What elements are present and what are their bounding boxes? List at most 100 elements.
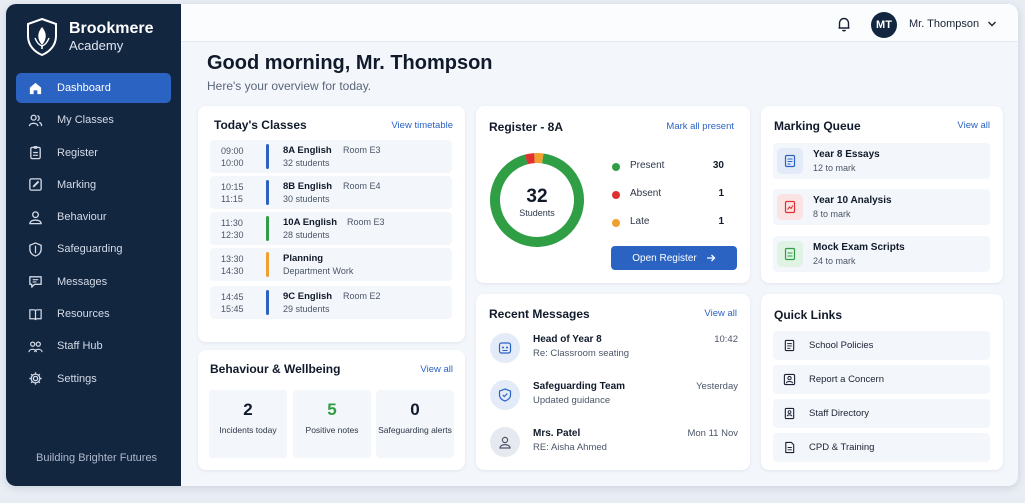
brand[interactable]: Brookmere Academy: [26, 18, 153, 56]
sidebar-item-resources[interactable]: Resources: [16, 299, 171, 329]
class-row[interactable]: 10:15 11:15 8B English Room E4 30 student…: [210, 176, 452, 209]
donut-total: 32: [526, 186, 547, 207]
chart-doc-icon: [784, 200, 796, 214]
view-all-messages-link[interactable]: View all: [704, 308, 737, 319]
user-name[interactable]: Mr. Thompson: [909, 18, 980, 30]
certificate-icon: [785, 441, 795, 454]
sidebar-item-my-classes[interactable]: My Classes: [16, 105, 171, 135]
card-title: Today's Classes: [214, 118, 307, 132]
marking-title: Mock Exam Scripts: [813, 242, 905, 253]
button-label: Open Register: [632, 252, 697, 264]
marking-count: 12 to mark: [813, 163, 856, 173]
class-room: Room E3: [347, 217, 385, 227]
marking-queue-card: Marking Queue View all Year 8 Essays 12 …: [761, 106, 1003, 283]
sidebar-tagline: Building Brighter Futures: [36, 452, 158, 464]
gear-icon: [29, 372, 42, 385]
legend-value: 1: [718, 188, 724, 199]
register-card: Register - 8A Mark all present 32 Studen…: [476, 106, 750, 283]
sidebar-item-staff-hub[interactable]: Staff Hub: [16, 331, 171, 361]
attendance-donut: 32 Students: [490, 153, 584, 247]
brand-line2: Academy: [69, 38, 124, 53]
class-time: 11:30 12:30: [221, 218, 244, 240]
sidebar-item-messages[interactable]: Messages: [16, 267, 171, 297]
card-title: Marking Queue: [774, 119, 861, 133]
quick-link-report-concern[interactable]: Report a Concern: [773, 365, 990, 394]
arrow-right-icon: [706, 254, 716, 262]
class-row[interactable]: 14:45 15:45 9C English Room E2 29 student…: [210, 286, 452, 319]
sidebar-item-dashboard[interactable]: Dashboard: [16, 73, 171, 103]
sidebar-item-safeguarding[interactable]: Safeguarding: [16, 234, 171, 264]
class-row[interactable]: 09:00 10:00 8A English Room E3 32 student…: [210, 140, 452, 173]
sidebar-item-label: Resources: [57, 308, 110, 321]
class-row[interactable]: 13:30 14:30 Planning Department Work: [210, 248, 452, 281]
todays-classes-card: Today's Classes View timetable 09:00 10:0…: [198, 106, 465, 342]
stat-positive-notes[interactable]: 5 Positive notes: [293, 390, 371, 458]
absent-dot: [612, 191, 620, 199]
legend-label: Absent: [630, 188, 662, 199]
quick-link-school-policies[interactable]: School Policies: [773, 331, 990, 360]
marking-title: Year 10 Analysis: [813, 195, 892, 206]
donut-segment-present: [490, 153, 584, 247]
legend-present: Present 30: [612, 160, 724, 174]
document-icon: [784, 154, 796, 168]
directory-icon: [784, 407, 795, 420]
marking-icon-box: [777, 148, 803, 174]
sidebar-item-label: Register: [57, 146, 98, 159]
mark-all-present-link[interactable]: Mark all present: [666, 121, 734, 132]
top-bar: MT Mr. Thompson: [181, 4, 1018, 42]
class-room: Room E4: [343, 181, 381, 191]
stat-safeguarding-alerts[interactable]: 0 Safeguarding alerts: [376, 390, 454, 458]
school-crest-icon: [27, 18, 57, 56]
person-icon: [499, 436, 511, 449]
org-icon: [498, 342, 512, 354]
message-sender: Head of Year 8: [533, 334, 602, 345]
message-item[interactable]: Head of Year 8 Re: Classroom seating 10:…: [488, 331, 738, 367]
card-title: Register - 8A: [489, 120, 564, 134]
legend-value: 30: [712, 160, 724, 171]
class-name: 8A English: [283, 145, 332, 156]
marking-title: Year 8 Essays: [813, 149, 880, 160]
open-register-button[interactable]: Open Register: [611, 246, 737, 270]
view-all-behaviour-link[interactable]: View all: [420, 364, 453, 375]
message-icon: [29, 276, 42, 289]
class-name: 8B English: [283, 181, 333, 192]
card-title: Quick Links: [774, 308, 843, 322]
class-row[interactable]: 11:30 12:30 10A English Room E3 28 studen…: [210, 212, 452, 245]
legend-late: Late 1: [612, 216, 724, 230]
chevron-down-icon[interactable]: [987, 19, 997, 29]
message-subject: Updated guidance: [533, 395, 611, 406]
edit-icon: [29, 178, 42, 192]
class-time: 10:15 11:15: [221, 182, 244, 204]
marking-item[interactable]: Year 8 Essays 12 to mark: [773, 143, 990, 179]
shield-icon: [29, 242, 42, 257]
stat-value: 5: [327, 400, 337, 419]
class-name: Planning: [283, 253, 324, 264]
sidebar-item-behaviour[interactable]: Behaviour: [16, 202, 171, 232]
class-info: 29 students: [283, 304, 330, 314]
marking-icon-box: [777, 241, 803, 267]
sidebar-item-settings[interactable]: Settings: [16, 364, 171, 394]
message-item[interactable]: Mrs. Patel RE: Aisha Ahmed Mon 11 Nov: [488, 425, 738, 461]
quick-links-card: Quick Links School Policies Report a Con…: [761, 294, 1003, 470]
marking-item[interactable]: Year 10 Analysis 8 to mark: [773, 189, 990, 225]
quick-link-label: School Policies: [809, 340, 874, 351]
view-all-marking-link[interactable]: View all: [957, 120, 990, 131]
app-window: Brookmere Academy Dashboard My Classes R…: [6, 4, 1018, 486]
legend-absent: Absent 1: [612, 188, 724, 202]
page-title: Good morning, Mr. Thompson: [207, 52, 493, 74]
shield-icon: [498, 388, 512, 402]
document-icon: [784, 339, 795, 352]
sidebar-item-label: Behaviour: [57, 211, 107, 224]
quick-link-cpd-training[interactable]: CPD & Training: [773, 433, 990, 462]
marking-item[interactable]: Mock Exam Scripts 24 to mark: [773, 236, 990, 272]
bell-icon[interactable]: [836, 16, 852, 32]
avatar[interactable]: MT: [871, 12, 897, 38]
recent-messages-card: Recent Messages View all Head of Year 8 …: [476, 294, 750, 470]
sidebar-item-marking[interactable]: Marking: [16, 170, 171, 200]
class-name: 10A English: [283, 217, 338, 228]
sidebar-item-register[interactable]: Register: [16, 138, 171, 168]
view-timetable-link[interactable]: View timetable: [391, 120, 453, 131]
stat-incidents[interactable]: 2 Incidents today: [209, 390, 287, 458]
quick-link-staff-directory[interactable]: Staff Directory: [773, 399, 990, 428]
message-item[interactable]: Safeguarding Team Updated guidance Yeste…: [488, 378, 738, 414]
